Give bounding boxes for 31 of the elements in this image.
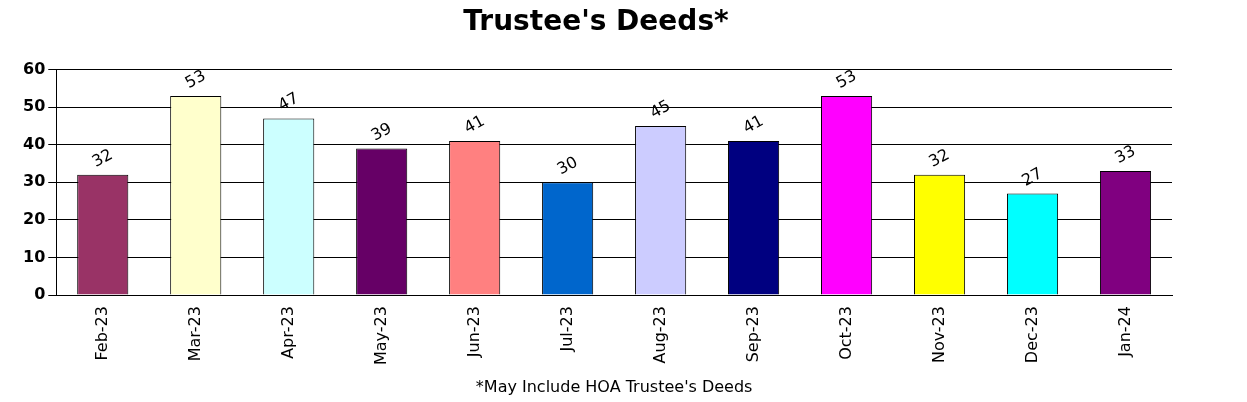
x-tick-label: Mar-23	[184, 306, 204, 362]
x-tick-label: Nov-23	[928, 306, 948, 364]
x-tick-label: Sep-23	[742, 306, 762, 363]
x-tick-label: Aug-23	[649, 306, 669, 364]
y-tick-label: 0	[34, 284, 46, 304]
y-tick-label: 50	[23, 96, 46, 116]
data-label: 53	[181, 65, 209, 92]
data-label: 33	[1111, 140, 1139, 168]
text: *May Include HOA Trustee's Deeds	[475, 377, 753, 396]
data-label: 41	[739, 110, 767, 138]
x-tick-label: May-23	[370, 306, 390, 366]
data-label: 32	[925, 144, 953, 171]
x-tick-label: Oct-23	[835, 306, 855, 360]
data-label: 47	[274, 88, 302, 115]
data-label: 41	[460, 110, 488, 138]
x-tick-label: Jun-23	[463, 306, 483, 359]
x-tick-label: Apr-23	[277, 306, 297, 359]
data-label: 32	[88, 144, 116, 171]
y-tick-label: 30	[23, 171, 46, 191]
y-tick-label: 60	[23, 58, 46, 78]
y-tick-label: 40	[23, 133, 46, 153]
x-tick-label: Feb-23	[91, 306, 111, 361]
x-tick-label: Jan-24	[1114, 306, 1134, 358]
data-label: 30	[553, 151, 581, 179]
data-label: 53	[832, 65, 860, 92]
y-tick-label: 10	[23, 246, 46, 266]
x-tick-label: Jul-23	[556, 306, 576, 353]
chart-title: Trustee's Deeds*	[463, 4, 730, 38]
y-tick-label: 20	[23, 209, 46, 229]
x-tick-label: Dec-23	[1021, 306, 1041, 364]
data-label: 39	[367, 118, 395, 145]
